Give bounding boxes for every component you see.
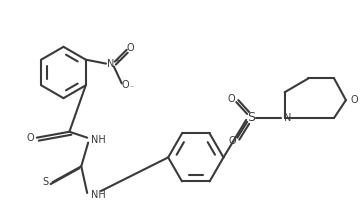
Text: ⁻: ⁻ — [130, 84, 134, 93]
Text: NH: NH — [91, 135, 106, 145]
Text: +: + — [114, 58, 120, 64]
Text: O: O — [228, 136, 236, 146]
Text: S: S — [43, 177, 49, 187]
Text: O: O — [228, 94, 235, 104]
Text: S: S — [247, 112, 255, 124]
Text: N: N — [284, 113, 291, 123]
Text: N: N — [107, 59, 114, 69]
Text: O: O — [127, 43, 134, 53]
Text: O: O — [350, 95, 358, 105]
Text: O: O — [122, 80, 130, 90]
Text: O: O — [26, 133, 34, 143]
Text: NH: NH — [91, 190, 106, 200]
